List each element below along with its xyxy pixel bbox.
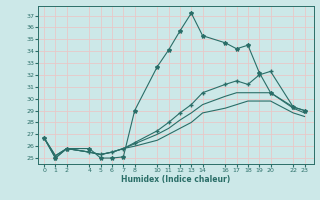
X-axis label: Humidex (Indice chaleur): Humidex (Indice chaleur) xyxy=(121,175,231,184)
